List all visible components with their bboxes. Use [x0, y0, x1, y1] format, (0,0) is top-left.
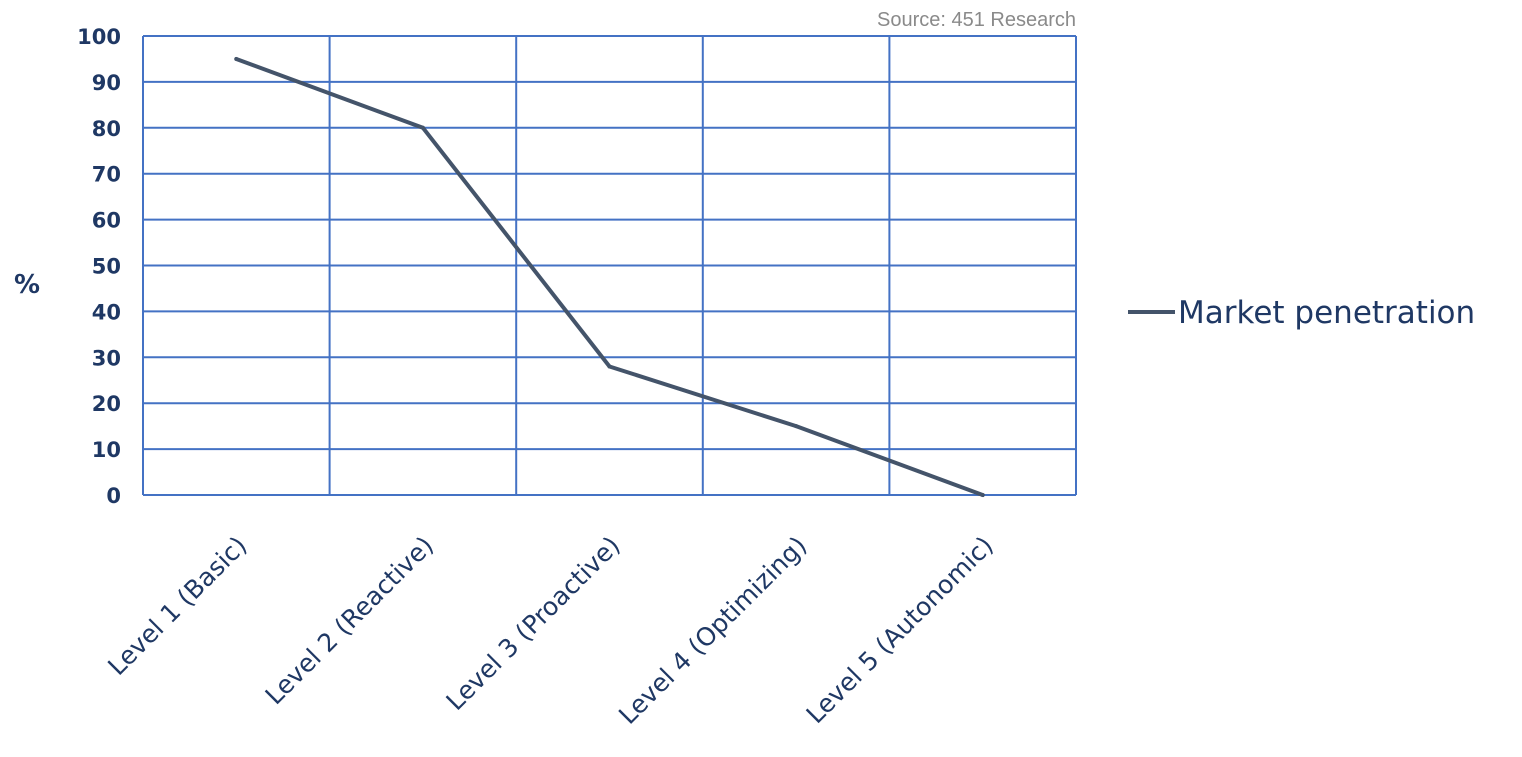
- x-axis-ticks: Level 1 (Basic) Level 2 (Reactive) Level 3…: [102, 531, 999, 730]
- data-point: [794, 424, 799, 429]
- legend-label: Market penetration: [1178, 295, 1475, 331]
- y-tick-label: 10: [92, 438, 121, 462]
- data-point: [980, 493, 985, 497]
- y-tick-label: 90: [92, 71, 121, 95]
- data-point: [420, 125, 425, 130]
- y-tick-label: 50: [92, 255, 121, 279]
- y-tick-label: 0: [106, 484, 121, 508]
- y-tick-label: 60: [92, 209, 121, 233]
- legend: Market penetration: [1128, 295, 1475, 331]
- data-point: [607, 364, 612, 369]
- gridlines: [142, 35, 1077, 496]
- y-axis-ticks: 0 10 20 30 40 50 60 70 80 90 100: [77, 25, 121, 508]
- x-tick-label: Level 1 (Basic): [102, 531, 252, 681]
- series-line-0: [234, 56, 985, 497]
- y-tick-label: 100: [77, 25, 121, 49]
- source-note: Source: 451 Research: [877, 9, 1076, 31]
- y-tick-label: 40: [92, 300, 121, 324]
- x-tick-label: Level 2 (Reactive): [260, 531, 440, 711]
- y-tick-label: 70: [92, 163, 121, 187]
- y-tick-label: 30: [92, 346, 121, 370]
- data-point: [234, 56, 239, 61]
- y-axis-label: %: [14, 270, 40, 300]
- y-tick-label: 20: [92, 392, 121, 416]
- x-tick-label: Level 5 (Autonomic): [801, 531, 999, 729]
- x-tick-label: Level 4 (Optimizing): [613, 531, 812, 730]
- x-tick-label: Level 3 (Proactive): [441, 531, 626, 716]
- y-tick-label: 80: [92, 117, 121, 141]
- series-lines: [234, 56, 985, 497]
